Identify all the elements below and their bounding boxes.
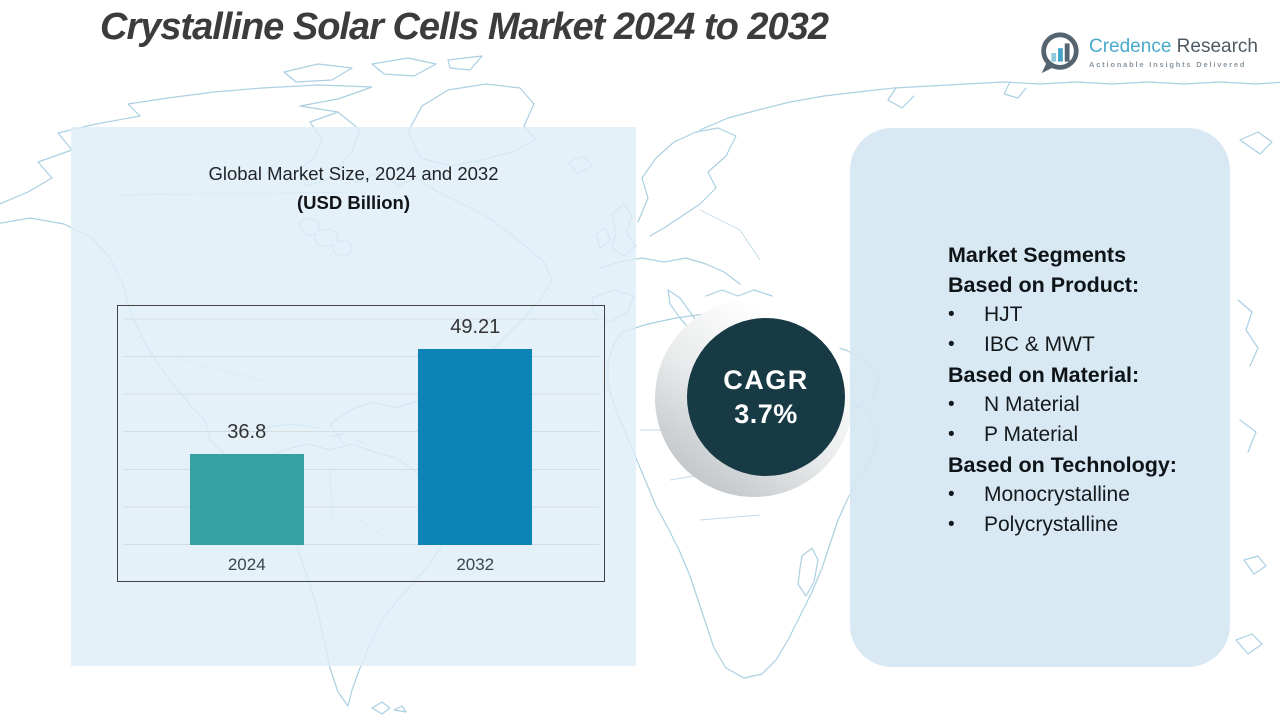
chart-title: Global Market Size, 2024 and 2032: [208, 163, 499, 184]
segment-item: • Polycrystalline: [948, 510, 1210, 540]
segment-item: • IBC & MWT: [948, 330, 1210, 360]
segment-item-label: P Material: [984, 423, 1079, 446]
bullet-icon: •: [948, 304, 955, 325]
x-axis-label: 2032: [456, 555, 495, 574]
segment-item-label: Monocrystalline: [984, 483, 1130, 506]
brand-logo: Credence Research Actionable Insights De…: [1036, 30, 1258, 76]
plot-area: 36.8 2024 49.21 2032: [123, 316, 599, 574]
bar-value-label: 36.8: [227, 421, 267, 443]
market-size-panel: Global Market Size, 2024 and 2032 (USD B…: [71, 127, 636, 666]
bullet-icon: •: [948, 334, 955, 355]
bar-2032: [418, 349, 533, 545]
bar-2024: [189, 454, 304, 545]
bullet-icon: •: [948, 484, 955, 505]
segment-item: • HJT: [948, 300, 1210, 330]
logo-tagline: Actionable Insights Delivered: [1089, 60, 1247, 69]
logo-wordmark: Credence Research: [1089, 37, 1258, 57]
bar-value-label: 49.21: [450, 316, 501, 338]
segment-item-label: Polycrystalline: [984, 513, 1119, 536]
cagr-label: CAGR: [723, 365, 809, 395]
logo-brand-primary: Credence: [1089, 36, 1172, 57]
bullet-icon: •: [948, 424, 955, 445]
segment-heading-product: Based on Product:: [948, 273, 1140, 297]
bar-chart: 36.8 2024 49.21 2032: [117, 305, 605, 582]
x-axis-label: 2024: [227, 555, 266, 574]
segment-item-label: N Material: [984, 393, 1080, 416]
segment-heading-material: Based on Material:: [948, 363, 1140, 387]
segment-item-label: IBC & MWT: [984, 333, 1095, 356]
segment-heading-technology: Based on Technology:: [948, 453, 1177, 477]
segment-item: • N Material: [948, 390, 1210, 420]
page-title: Crystalline Solar Cells Market 2024 to 2…: [100, 6, 829, 48]
bullet-icon: •: [948, 394, 955, 415]
segment-item: • Monocrystalline: [948, 480, 1210, 510]
bullet-icon: •: [948, 514, 955, 535]
market-segments-panel: Market Segments Based on Product: • HJT …: [850, 128, 1230, 667]
cagr-badge: CAGR 3.7%: [687, 318, 845, 476]
cagr-value: 3.7%: [734, 399, 798, 429]
bar-chart-bubble-icon: [1041, 32, 1079, 74]
segment-item: • P Material: [948, 420, 1210, 450]
chart-subtitle: (USD Billion): [296, 192, 411, 213]
segments-title: Market Segments: [948, 243, 1127, 267]
segment-item-label: HJT: [984, 303, 1023, 326]
logo-brand-secondary: Research: [1176, 36, 1258, 57]
